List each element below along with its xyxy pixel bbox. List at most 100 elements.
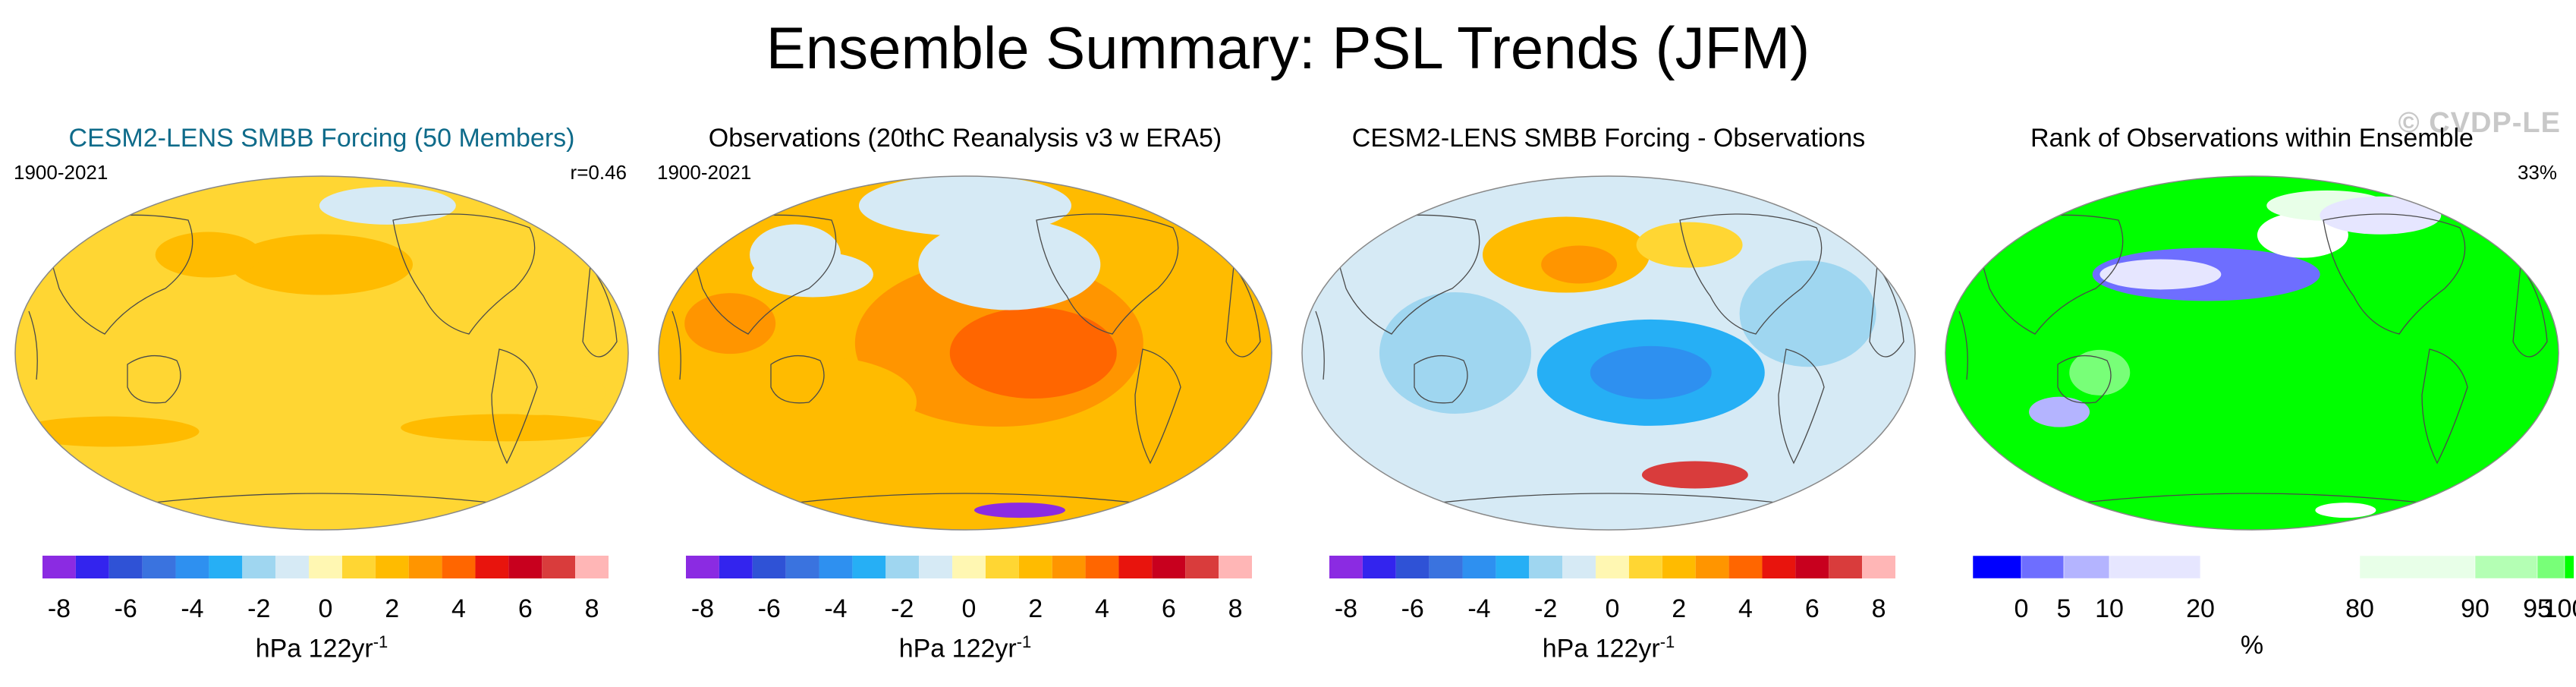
- coastline: [491, 348, 538, 465]
- colorbar-swatch: [408, 556, 442, 578]
- colorbar-swatch: [1329, 556, 1363, 578]
- colorbar-tick-label: 4: [1738, 594, 1753, 623]
- colorbar-tick-label: 0: [2014, 594, 2029, 623]
- field-layer: [659, 176, 1272, 530]
- colorbar-swatch: [719, 556, 753, 578]
- field-anomaly: [319, 186, 456, 225]
- colorbar-swatch: [109, 556, 143, 578]
- field-background: [1945, 176, 2559, 530]
- colorbar-tick-label: -4: [824, 594, 848, 623]
- colorbar: -8 -6 -4 -2 0 2 4 6 8 hPa 122yr-1: [1287, 554, 1930, 687]
- colorbar-units: hPa 122yr-1: [643, 627, 1287, 663]
- colorbar-swatch: [2537, 555, 2565, 579]
- coastline: [1315, 310, 1325, 380]
- colorbar-tick-label: 2: [385, 594, 400, 623]
- colorbar-tick-label: 4: [451, 594, 466, 623]
- field-anomaly: [1641, 461, 1748, 489]
- field-anomaly: [231, 234, 413, 295]
- colorbar-swatches: [686, 556, 1252, 578]
- coastline: [1225, 264, 1261, 358]
- colorbar-swatch: [1085, 556, 1119, 578]
- field-anomaly: [2029, 396, 2090, 427]
- units-exponent: -1: [1659, 632, 1675, 651]
- colorbar-swatch: [42, 556, 76, 578]
- colorbar-swatches: [42, 556, 609, 578]
- colorbar-swatch: [1219, 556, 1252, 578]
- colorbar-swatch: [475, 556, 509, 578]
- colorbar-swatch: [952, 556, 986, 578]
- colorbar-tick-label: 4: [1095, 594, 1109, 623]
- coastline: [672, 310, 681, 380]
- colorbar-tick-label: 20: [2186, 594, 2215, 623]
- colorbar-units: hPa 122yr-1: [0, 627, 643, 663]
- colorbar-swatch: [1496, 556, 1530, 578]
- coastline: [1391, 493, 1826, 509]
- colorbar-tick-label: 6: [1161, 594, 1176, 623]
- colorbar-swatch: [919, 556, 953, 578]
- panel-difference: CESM2-LENS SMBB Forcing - Observations -8…: [1287, 114, 1930, 687]
- field-anomaly: [155, 232, 262, 278]
- colorbar-swatch: [1395, 556, 1430, 578]
- colorbar-tick-label: 2: [1672, 594, 1687, 623]
- colorbar-swatch: [1862, 556, 1895, 578]
- map-border: [1301, 175, 1916, 531]
- colorbar-swatch: [1762, 556, 1796, 578]
- coastline: [392, 213, 536, 335]
- field-layer: [15, 176, 628, 530]
- colorbar-tick-label: 8: [1228, 594, 1243, 623]
- field-anomaly: [918, 219, 1101, 310]
- colorbar-tick-label: -4: [1467, 594, 1491, 623]
- map-observations: [658, 175, 1272, 531]
- colorbar-tick-label: 6: [1804, 594, 1820, 623]
- field-background: [15, 176, 628, 530]
- coastline: [28, 310, 38, 380]
- colorbar-swatch: [1152, 556, 1186, 578]
- coastline: [582, 264, 618, 358]
- colorbar-swatch: [175, 556, 209, 578]
- map-ensemble: [14, 175, 629, 531]
- stat-label: 33%: [2517, 161, 2557, 184]
- map-rank: [1945, 175, 2559, 531]
- colorbar-swatch: [2359, 555, 2476, 579]
- colorbar: 05 10 20 80 90 95100%: [1930, 554, 2576, 687]
- coastline: [1869, 264, 1904, 358]
- panel-ensemble: CESM2-LENS SMBB Forcing (50 Members) 1900…: [0, 114, 643, 687]
- coastline: [1778, 348, 1825, 465]
- colorbar-swatch: [2109, 555, 2201, 579]
- colorbar-swatch: [1695, 556, 1729, 578]
- colorbar-tick-label: 6: [517, 594, 533, 623]
- colorbar-tick-label: 0: [961, 594, 977, 623]
- colorbar-tick-label: 8: [1871, 594, 1886, 623]
- field-anomaly: [859, 176, 1071, 236]
- field-anomaly: [469, 369, 606, 415]
- colorbar-tick-label: -8: [690, 594, 715, 623]
- colorbar-tick-label: -8: [1334, 594, 1358, 623]
- field-anomaly: [2069, 349, 2131, 395]
- field-anomaly: [750, 224, 841, 285]
- field-anomaly: [1590, 345, 1712, 399]
- colorbar-swatch: [1562, 556, 1596, 578]
- colorbar-tick-label: 2: [1028, 594, 1043, 623]
- map-border: [1945, 175, 2559, 531]
- field-anomaly: [17, 416, 200, 447]
- colorbar-swatch: [2564, 555, 2576, 579]
- colorbar-swatch: [1118, 556, 1153, 578]
- colorbar-units: hPa 122yr-1: [1287, 627, 1930, 663]
- colorbar-tick-label: -2: [1534, 594, 1558, 623]
- period-label: 1900-2021: [657, 161, 752, 184]
- units-text: hPa 122yr: [255, 634, 373, 663]
- field-anomaly: [2099, 259, 2222, 290]
- colorbar-swatch: [275, 556, 310, 578]
- field-anomaly: [973, 503, 1065, 518]
- colorbar-swatch: [2200, 555, 2361, 579]
- colorbar-swatch: [1052, 556, 1086, 578]
- main-title: Ensemble Summary: PSL Trends (JFM): [766, 14, 1810, 81]
- watermark: © CVDP-LE: [2398, 107, 2561, 139]
- units-exponent: -1: [1016, 632, 1032, 651]
- colorbar-tick-label: -6: [1401, 594, 1424, 623]
- colorbar-swatch: [2021, 555, 2065, 579]
- panel-title: CESM2-LENS SMBB Forcing (50 Members): [68, 124, 575, 153]
- colorbar-tick-label: -8: [47, 594, 71, 623]
- colorbar-swatch: [1462, 556, 1496, 578]
- colorbar-swatch: [852, 556, 886, 578]
